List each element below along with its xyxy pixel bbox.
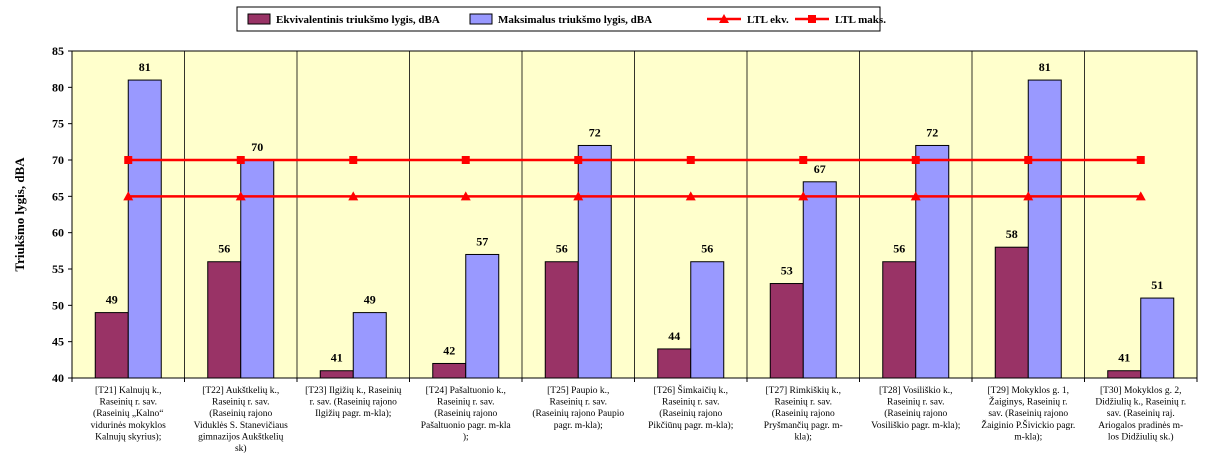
data-label: 58 xyxy=(1006,227,1018,241)
bar xyxy=(94,312,129,379)
data-label: 42 xyxy=(443,343,455,357)
y-tick-label: 65 xyxy=(52,189,64,203)
bar xyxy=(352,312,387,379)
line-marker-square xyxy=(1024,156,1033,164)
y-tick-label: 70 xyxy=(52,153,64,167)
line-marker-triangle xyxy=(798,191,809,201)
legend-label: Maksimalus triukšmo lygis, dBA xyxy=(498,14,652,26)
data-label: 57 xyxy=(476,234,488,248)
y-tick-label: 55 xyxy=(52,262,64,276)
data-label: 56 xyxy=(218,242,230,256)
legend-marker-triangle xyxy=(719,14,729,23)
bar xyxy=(544,261,579,379)
line-marker-triangle xyxy=(685,191,696,201)
data-label: 72 xyxy=(926,125,938,139)
bar xyxy=(915,144,950,379)
bar xyxy=(577,144,612,379)
line-marker-square xyxy=(911,156,920,164)
data-label: 81 xyxy=(1039,60,1051,74)
category-label: [T21] Kalnujų k., Raseinių r. sav. (Rasein… xyxy=(91,386,167,442)
data-label: 72 xyxy=(589,125,601,139)
line-marker-square xyxy=(686,156,695,164)
line-marker-square xyxy=(799,156,808,164)
line-marker-square xyxy=(461,156,470,164)
y-tick-label: 85 xyxy=(52,44,64,58)
data-label: 56 xyxy=(893,242,905,256)
category-label: [T22] Aukštkelių k., Raseinių r. sav. (Ras… xyxy=(194,386,288,454)
data-label: 53 xyxy=(781,264,793,278)
legend-label: Ekvivalentinis triukšmo lygis, dBA xyxy=(276,14,440,26)
bar xyxy=(207,261,242,379)
legend-swatch xyxy=(469,13,493,25)
bar xyxy=(657,348,692,379)
line-marker-triangle xyxy=(460,191,471,201)
category-label: [T24] Pašaltuonio k., Raseinių r. sav. (Ra… xyxy=(421,386,512,442)
y-tick-label: 40 xyxy=(52,371,64,385)
line-marker-square xyxy=(349,156,358,164)
data-label: 49 xyxy=(364,293,376,307)
line-marker-triangle xyxy=(1023,191,1034,201)
y-tick-label: 80 xyxy=(52,80,64,94)
line-marker-square xyxy=(574,156,583,164)
line-marker-square xyxy=(1136,156,1145,164)
line-marker-triangle xyxy=(573,191,584,201)
bar xyxy=(240,159,275,379)
bar xyxy=(802,181,837,379)
bar xyxy=(1027,79,1062,379)
data-label: 56 xyxy=(556,242,568,256)
data-label: 41 xyxy=(331,351,343,365)
category-label: [T29] Mokyklos g. 1, Žaiginys, Raseinių r… xyxy=(981,386,1075,442)
y-tick-label: 50 xyxy=(52,298,64,312)
data-label: 81 xyxy=(139,60,151,74)
category-label: [T28] Vosiliškio k., Raseinių r. sav. (Ras… xyxy=(871,386,960,431)
data-label: 67 xyxy=(814,162,826,176)
y-tick-label: 45 xyxy=(52,335,64,349)
legend-swatch xyxy=(247,13,271,25)
line-marker-triangle xyxy=(235,191,246,201)
y-tick-label: 60 xyxy=(52,226,64,240)
line-marker-triangle xyxy=(910,191,921,201)
bar xyxy=(769,283,804,379)
legend-label: LTL maks. xyxy=(835,14,886,26)
bar xyxy=(994,246,1029,379)
bar xyxy=(882,261,917,379)
line-marker-triangle xyxy=(348,191,359,201)
category-label: [T26] Šimkaičių k., Raseinių r. sav. (Rase… xyxy=(648,384,733,431)
bar xyxy=(465,253,500,379)
bar xyxy=(127,79,162,379)
category-label: [T25] Paupio k., Raseinių r. sav. (Raseini… xyxy=(532,386,624,431)
y-axis-title: Triukšmo lygis, dBA xyxy=(12,157,27,272)
line-marker-triangle xyxy=(123,191,134,201)
y-tick-label: 75 xyxy=(52,117,64,131)
bar xyxy=(432,362,467,379)
category-label: [T23] Ilgižių k., Raseinių r. sav. (Rasei… xyxy=(305,386,402,419)
bar xyxy=(1140,297,1175,379)
category-label: [T27] Rimkiškių k., Raseinių r. sav. (Rase… xyxy=(764,386,843,442)
line-marker-triangle xyxy=(1135,191,1146,201)
line-marker-square xyxy=(236,156,245,164)
data-label: 44 xyxy=(668,329,680,343)
line-marker-square xyxy=(124,156,133,164)
data-label: 49 xyxy=(106,293,118,307)
legend-label: LTL ekv. xyxy=(747,14,789,26)
category-label: [T30] Mokyklos g. 2, Didžiulių k., Rasein… xyxy=(1095,386,1186,442)
bar xyxy=(1107,370,1142,379)
data-label: 51 xyxy=(1151,278,1163,292)
bar xyxy=(319,370,354,379)
bar xyxy=(690,261,725,379)
data-label: 56 xyxy=(701,242,713,256)
data-label: 41 xyxy=(1118,351,1130,365)
legend-marker-square xyxy=(808,15,816,23)
legend xyxy=(236,6,881,32)
data-label: 70 xyxy=(251,140,263,154)
